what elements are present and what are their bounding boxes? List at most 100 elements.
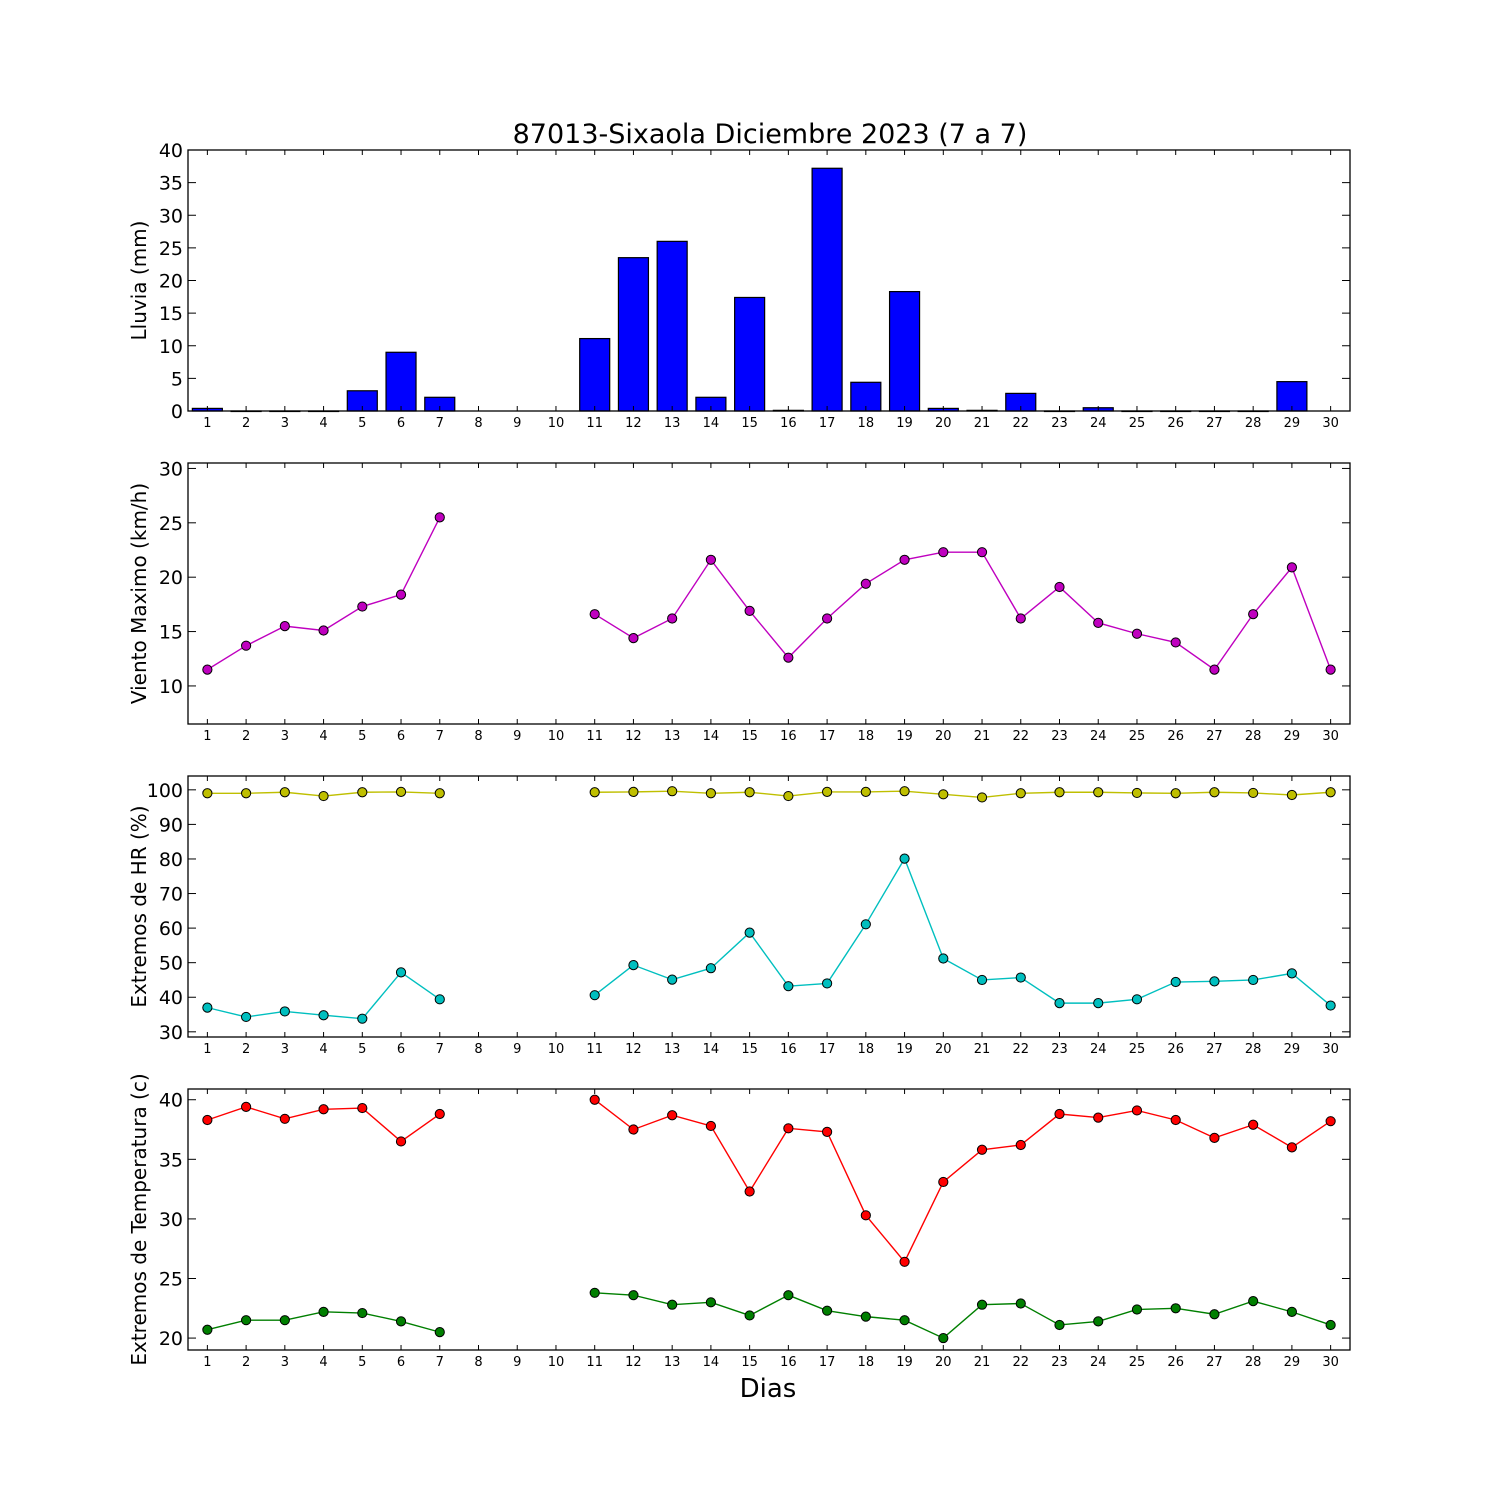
- x-tick-label: 14: [703, 1355, 720, 1370]
- x-tick-label: 12: [625, 416, 642, 431]
- point-series-1-day-6: [395, 786, 407, 798]
- y-tick-label: 35: [159, 173, 183, 195]
- x-tick-label: 26: [1167, 1355, 1184, 1370]
- x-tick-label: 5: [358, 1042, 366, 1057]
- x-tick-label: 6: [397, 1355, 405, 1370]
- point-series-1-day-21: [976, 1144, 988, 1155]
- point-series-2-day-22: [1015, 972, 1026, 983]
- point-series-2-day-11: [589, 990, 600, 1001]
- x-tick-label: 7: [436, 729, 444, 744]
- point-series-1-day-16: [783, 652, 794, 663]
- x-tick-label: 5: [358, 1355, 366, 1370]
- point-series-1-day-23: [1054, 787, 1065, 798]
- point-series-1-day-20: [938, 789, 949, 800]
- y-tick-label: 90: [159, 814, 183, 836]
- x-tick-label: 15: [741, 1042, 758, 1057]
- y-tick-label: 20: [159, 271, 183, 293]
- x-tick-label: 8: [474, 1042, 482, 1057]
- point-series-1-day-12: [628, 632, 639, 644]
- y-tick-label: 10: [159, 336, 183, 358]
- y-tick-label: 15: [159, 303, 183, 325]
- x-tick-label: 12: [625, 1355, 642, 1370]
- point-series-2-day-14: [705, 1297, 717, 1308]
- y-axis-label: Lluvia (mm): [127, 221, 151, 341]
- y-axis-label: Extremos de HR (%): [127, 805, 151, 1007]
- x-tick-label: 27: [1206, 416, 1223, 431]
- x-tick-label: 17: [819, 1355, 836, 1370]
- point-series-2-day-23: [1054, 998, 1065, 1009]
- y-tick-label: 40: [159, 1090, 183, 1112]
- point-series-1-day-23: [1054, 581, 1065, 593]
- point-series-1-day-19: [899, 1256, 910, 1267]
- point-series-1-day-15: [744, 1186, 755, 1197]
- chart-title: 87013-Sixaola Diciembre 2023 (7 a 7): [513, 119, 1028, 150]
- point-series-1-day-1: [202, 788, 213, 799]
- y-tick-label: 50: [159, 953, 183, 975]
- x-tick-label: 21: [974, 1042, 991, 1057]
- x-tick-label: 10: [548, 1042, 565, 1057]
- point-series-1-day-18: [860, 786, 871, 798]
- point-series-1-day-30: [1325, 1116, 1336, 1127]
- x-tick-label: 14: [703, 416, 720, 431]
- x-tick-label: 28: [1245, 416, 1262, 431]
- point-series-2-day-5: [357, 1307, 368, 1319]
- point-series-1-day-4: [318, 625, 329, 636]
- point-series-1-day-28: [1248, 787, 1259, 799]
- point-series-1-day-15: [744, 787, 755, 798]
- point-series-2-day-2: [241, 1315, 252, 1326]
- point-series-1-day-15: [744, 605, 755, 617]
- point-series-1-day-27: [1209, 1132, 1220, 1143]
- point-series-1-day-4: [318, 790, 329, 802]
- y-tick-label: 60: [159, 918, 183, 940]
- x-tick-label: 1: [203, 1355, 211, 1370]
- point-series-1-day-6: [395, 1136, 407, 1147]
- x-tick-label: 3: [281, 416, 289, 431]
- y-tick-label: 10: [159, 676, 183, 698]
- x-tick-label: 16: [780, 1042, 797, 1057]
- x-tick-label: 7: [436, 416, 444, 431]
- x-tick-label: 21: [974, 729, 991, 744]
- bar-day-13: [656, 240, 688, 412]
- point-series-1-day-21: [976, 547, 988, 558]
- x-tick-label: 6: [397, 416, 405, 431]
- x-tick-label: 27: [1206, 1355, 1223, 1370]
- x-tick-label: 7: [436, 1355, 444, 1370]
- point-series-1-day-20: [938, 547, 949, 558]
- point-series-2-day-20: [938, 1332, 949, 1344]
- point-series-2-day-24: [1093, 998, 1104, 1009]
- y-tick-label: 25: [159, 513, 183, 535]
- point-series-1-day-5: [357, 601, 368, 612]
- y-tick-label: 15: [159, 622, 183, 644]
- point-series-2-day-29: [1286, 968, 1298, 979]
- x-tick-label: 5: [358, 729, 366, 744]
- point-series-2-day-27: [1209, 1309, 1220, 1320]
- point-series-2-day-23: [1054, 1319, 1065, 1331]
- point-series-1-day-2: [241, 640, 252, 651]
- point-series-1-day-25: [1131, 787, 1143, 799]
- panel-3: 1 2 3 4 5 6 7 8 9 10 11 12 13 14 15 16 17 18 19 20 21 22 23 24 2…: [127, 775, 1351, 1057]
- x-tick-label: 6: [397, 729, 405, 744]
- x-tick-label: 18: [858, 729, 875, 744]
- y-tick-label: 40: [159, 987, 183, 1009]
- panels: 1 2 3 4 5 6 7 8 9 10 11 12 13 14 15 16 17 18 19 20 21 22 23 24 2…: [127, 140, 1351, 1370]
- point-series-2-day-1: [202, 1002, 213, 1013]
- point-series-1-day-14: [705, 788, 717, 799]
- x-tick-label: 28: [1245, 1042, 1262, 1057]
- x-tick-label: 23: [1051, 729, 1068, 744]
- point-series-1-day-27: [1209, 664, 1220, 675]
- point-series-2-day-6: [395, 1316, 407, 1327]
- y-tick-label: 30: [159, 458, 183, 480]
- y-tick-label: 25: [159, 238, 183, 260]
- y-tick-label: 30: [159, 1022, 183, 1044]
- point-series-2-day-5: [357, 1013, 368, 1024]
- point-series-1-day-18: [860, 1210, 871, 1221]
- x-tick-label: 30: [1322, 416, 1339, 431]
- x-tick-label: 28: [1245, 729, 1262, 744]
- point-series-1-day-26: [1170, 1114, 1181, 1126]
- x-tick-label: 26: [1167, 1042, 1184, 1057]
- point-series-2-day-12: [628, 959, 639, 971]
- x-tick-label: 29: [1284, 729, 1301, 744]
- x-tick-label: 25: [1129, 416, 1146, 431]
- x-tick-label: 24: [1090, 1042, 1107, 1057]
- point-series-2-day-14: [705, 963, 717, 974]
